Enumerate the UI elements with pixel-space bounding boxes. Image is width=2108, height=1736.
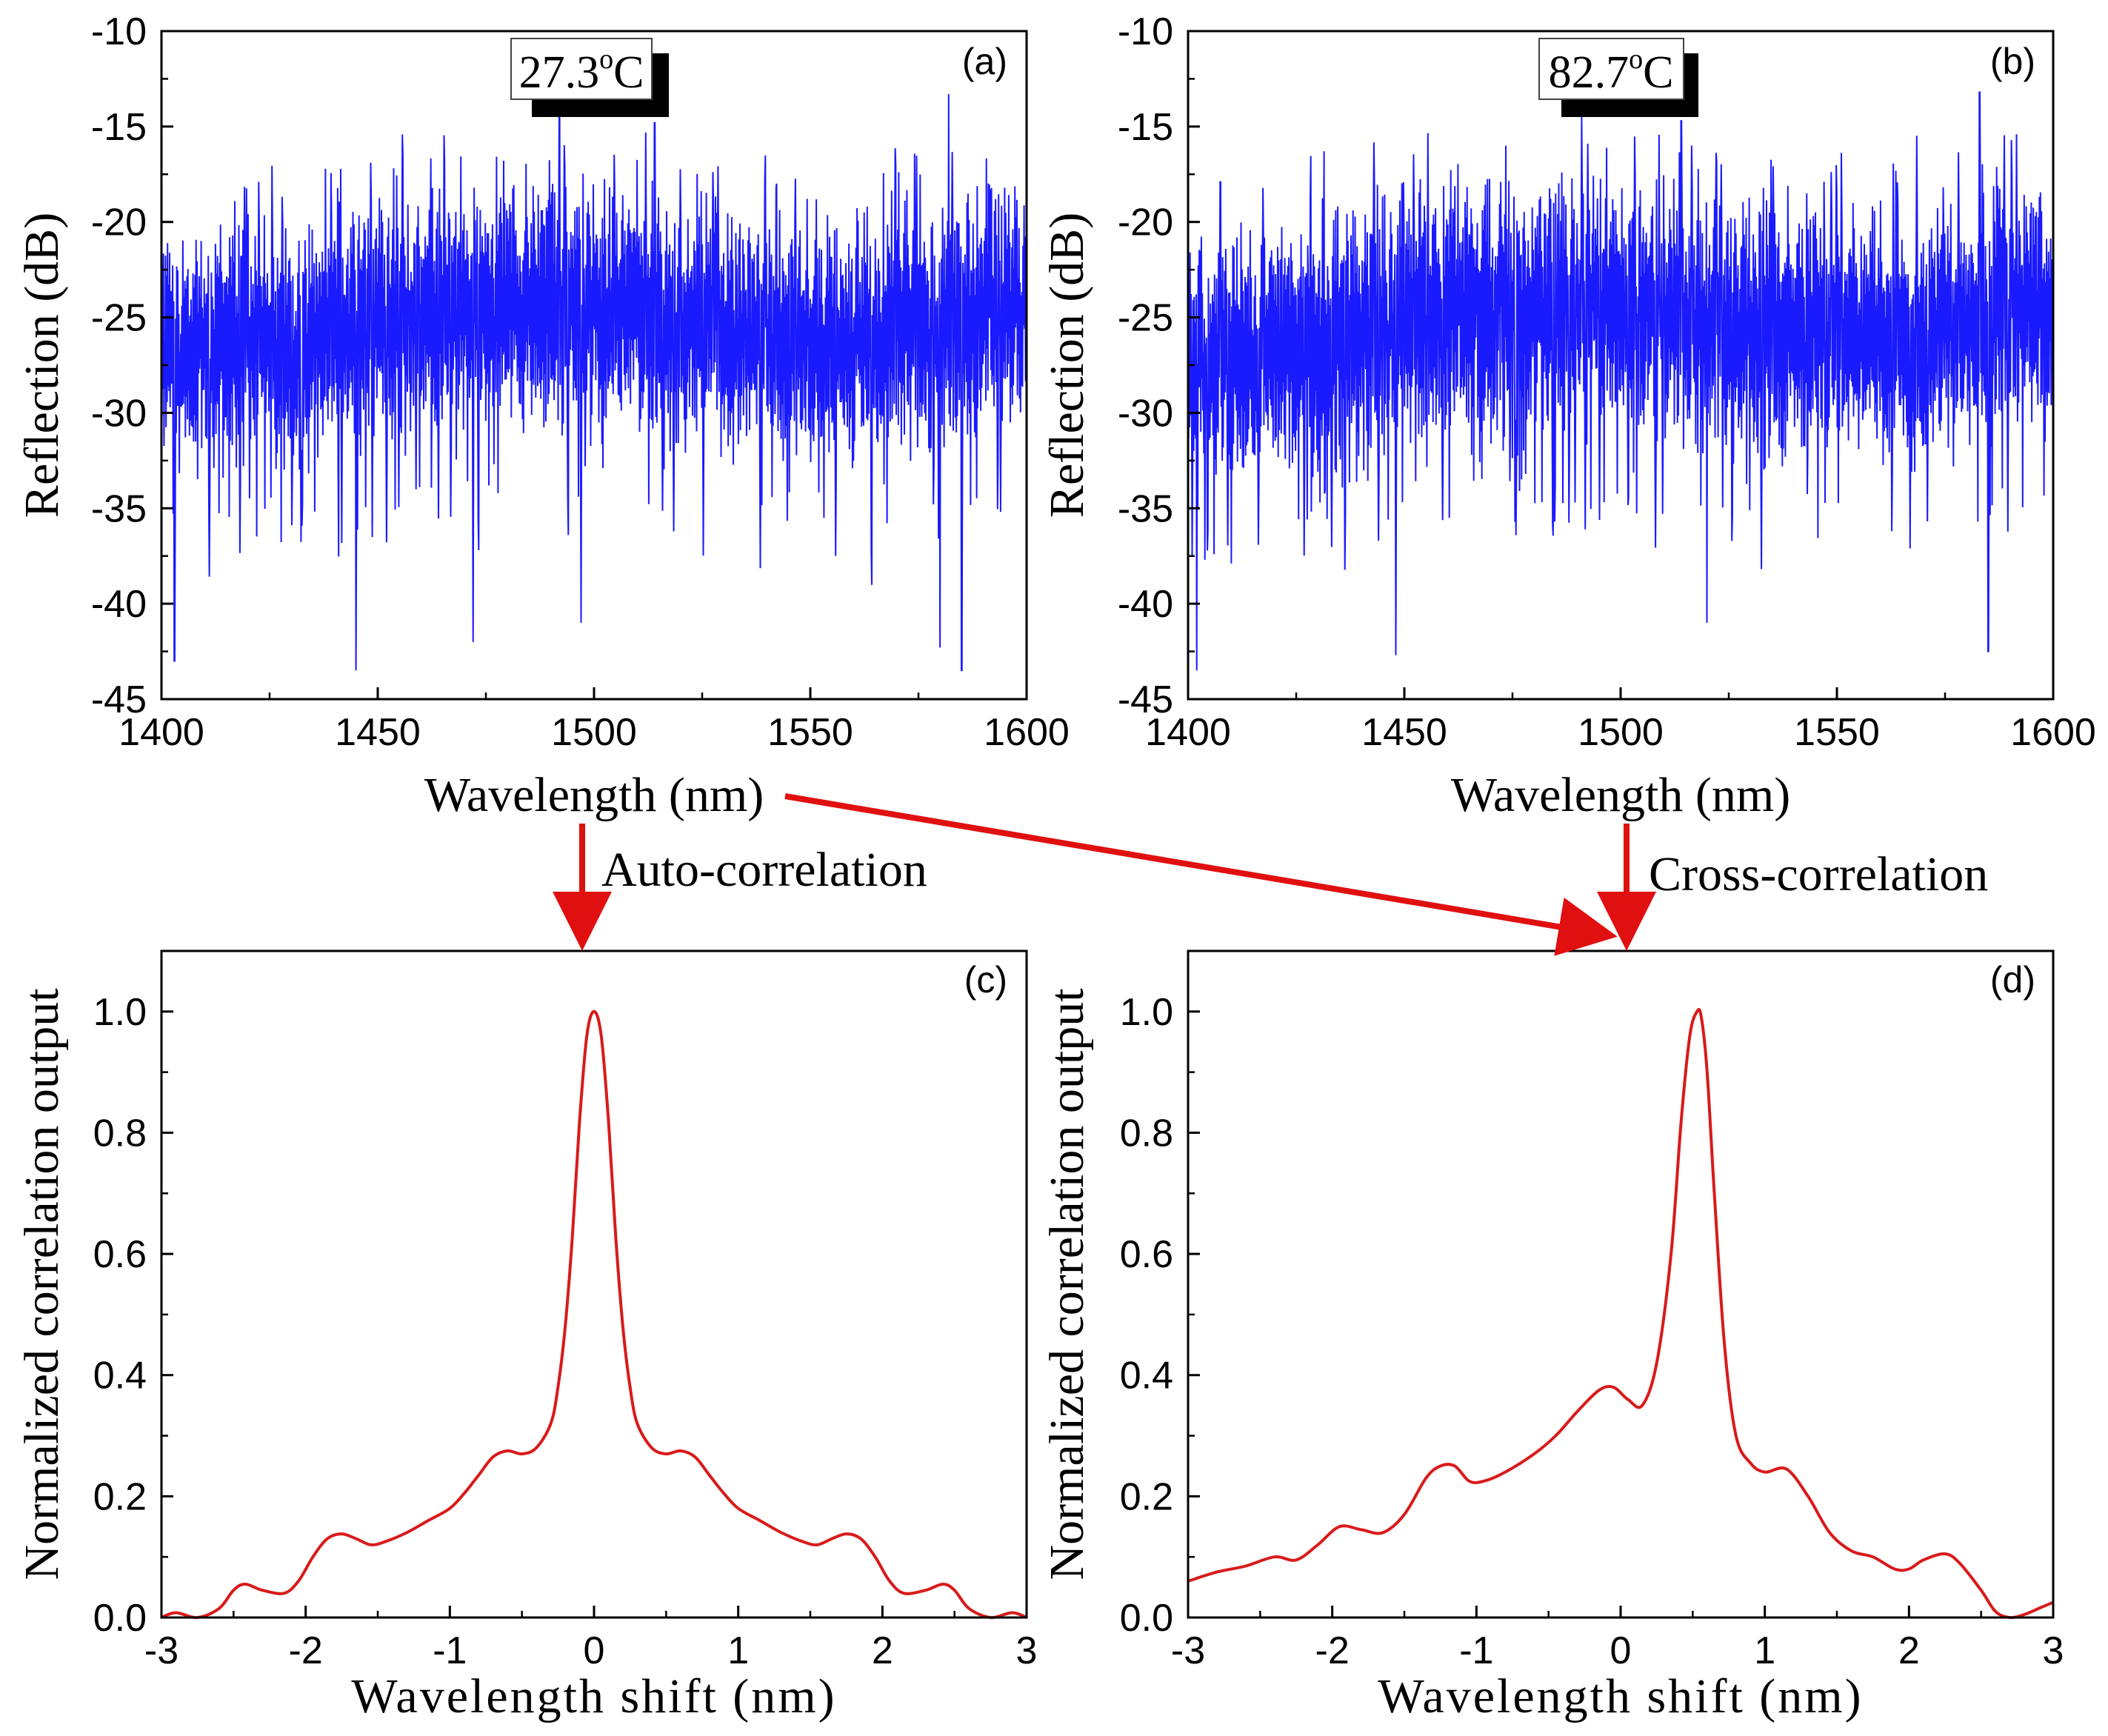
panel-c-xtick-label: 3: [1016, 1629, 1038, 1672]
panel-a-ticks: 1400 1450 1500 1550 1600 -10 -15 -20 -25 -30 -35 -4…: [91, 10, 1070, 754]
panel-b-xtick-label: 1600: [2010, 711, 2096, 754]
panel-d-ylabel: Normalized correlation output: [1040, 988, 1094, 1580]
panel-a-ytick-label: -30: [91, 392, 147, 435]
panel-a-spectrum-line: [161, 93, 1027, 672]
panel-a-ytick-label: -20: [91, 201, 147, 244]
panel-c-tag: (c): [964, 959, 1007, 1001]
panel-d-ytick-label: 0.4: [1120, 1355, 1173, 1398]
panel-d-xtick-label: -2: [1315, 1629, 1350, 1672]
panel-d-ytick-label: 1.0: [1120, 991, 1173, 1034]
panel-b-spectrum-line: [1187, 91, 2054, 671]
panel-a-xtick-label: 1450: [335, 711, 421, 754]
panel-a-ytick-label: -40: [91, 583, 147, 626]
panel-d-ytick-label: 0.6: [1120, 1233, 1173, 1276]
panel-a-ytick-label: -15: [91, 106, 147, 149]
panel-a-ytick-label: -35: [91, 487, 147, 530]
panel-a-tag: (a): [962, 41, 1007, 82]
panel-c-frame: [160, 949, 1028, 1619]
panel-c-xtick-label: -1: [433, 1629, 467, 1672]
panel-d-correlation-line: [1187, 1008, 2054, 1620]
panel-c-xtick-label: 0: [584, 1629, 605, 1672]
panel-a-temp-text: 27.3oC: [519, 44, 644, 98]
panel-d-series: [1187, 1008, 2054, 1620]
panel-d-tag: (d): [1990, 959, 2035, 1001]
panel-a-series: [161, 93, 1027, 672]
panel-d-xlabel: Wavelength shift (nm): [1378, 1669, 1863, 1723]
panel-b-xlabel: Wavelength (nm): [1451, 768, 1790, 822]
panel-c-xtick-label: -3: [144, 1629, 179, 1672]
panel-a-ytick-label: -25: [91, 297, 147, 340]
panel-b-ytick-label: -15: [1118, 106, 1173, 149]
panel-b-ticks: 1400 1450 1500 1550 1600 -10 -15 -20 -25 -30 -35 -4…: [1118, 10, 2096, 754]
panel-a-ylabel: Reflection (dB): [15, 213, 69, 518]
panel-b-ytick-label: -20: [1118, 201, 1173, 244]
panel-d-ytick-label: 0.2: [1120, 1475, 1173, 1518]
panel-d-xtick-label: 0: [1610, 1629, 1632, 1672]
panel-a-temperature-label: 27.3oC: [510, 38, 669, 117]
panel-d-xtick-label: 2: [1898, 1629, 1920, 1672]
panel-c-ytick-label: 1.0: [93, 991, 147, 1034]
panel-c-ylabel: Normalized correlation output: [15, 988, 69, 1580]
panel-a-xtick-label: 1400: [119, 711, 204, 754]
auto-correlation-label: Auto-correlation: [601, 843, 927, 897]
panel-a-xtick-label: 1500: [551, 711, 637, 754]
panel-b-tag: (b): [1990, 41, 2035, 82]
panel-a-ytick-label: -45: [91, 678, 147, 721]
panel-d-xtick-label: -3: [1171, 1629, 1205, 1672]
panel-b-temp-box: [1538, 38, 1684, 100]
panel-b-ytick-label: -40: [1118, 583, 1173, 626]
panel-b-ytick-label: -35: [1118, 487, 1173, 530]
panel-c-series: [161, 1009, 1027, 1620]
cross-correlation-label: Cross-correlation: [1649, 847, 1988, 901]
panel-c-xtick-label: -2: [289, 1629, 323, 1672]
panel-a-xlabel: Wavelength (nm): [424, 768, 764, 822]
panel-d-xtick-label: 3: [2043, 1629, 2064, 1672]
panel-d-ticks: -3 -2 -1 0 1 2 3 0.0 0.2 0.4 0.6 0.8 1.0: [1120, 991, 2064, 1672]
panel-a-xtick-label: 1550: [767, 711, 853, 754]
panel-b-frame: [1187, 30, 2055, 701]
panel-b-ytick-label: -10: [1118, 10, 1173, 53]
panel-d-xtick-label: -1: [1459, 1629, 1493, 1672]
panel-b-series: [1187, 91, 2054, 671]
panel-c-xtick-label: 1: [727, 1629, 749, 1672]
panel-c: -3 -2 -1 0 1 2 3 0.0 0.2 0.4 0.6 0.8 1.0 (c) Wavelen…: [15, 949, 1038, 1723]
panel-b-ytick-label: -45: [1118, 678, 1173, 721]
panel-b-ytick-label: -25: [1118, 297, 1173, 340]
panel-d-ytick-label: 0.8: [1120, 1112, 1173, 1155]
cross-correlation-arrow-diagonal: [784, 793, 1618, 956]
panel-d: -3 -2 -1 0 1 2 3 0.0 0.2 0.4 0.6 0.8 1.0 (d) Wavelen…: [1040, 949, 2064, 1723]
panel-b-xtick-label: 1400: [1145, 711, 1231, 754]
panel-c-ytick-label: 0.0: [93, 1597, 147, 1640]
correlation-arrows: Auto-correlation Cross-correlation: [553, 793, 1988, 956]
panel-a: 1400 1450 1500 1550 1600 -10 -15 -20 -25 -30 -35 -4…: [15, 10, 1070, 822]
panel-d-frame: [1187, 949, 2055, 1619]
panel-b-xtick-label: 1550: [1794, 711, 1880, 754]
panel-c-xlabel: Wavelength shift (nm): [351, 1669, 836, 1723]
panel-d-ytick-label: 0.0: [1120, 1597, 1173, 1640]
panel-c-ytick-label: 0.6: [93, 1233, 147, 1276]
panel-b: 1400 1450 1500 1550 1600 -10 -15 -20 -25 -30 -35 -4…: [1040, 10, 2096, 822]
panel-c-ytick-label: 0.2: [93, 1475, 147, 1518]
panel-b-temp-text: 82.7oC: [1549, 44, 1674, 98]
panel-c-ytick-label: 0.4: [93, 1355, 147, 1398]
panel-b-xtick-label: 1500: [1578, 711, 1664, 754]
panel-c-xtick-label: 2: [872, 1629, 893, 1672]
panel-a-ytick-label: -10: [91, 10, 147, 53]
panel-a-frame: [160, 30, 1028, 701]
panel-b-temperature-label: 82.7oC: [1538, 38, 1698, 117]
panel-c-correlation-line: [161, 1009, 1027, 1620]
panel-d-xtick-label: 1: [1754, 1629, 1775, 1672]
panel-b-xtick-label: 1450: [1361, 711, 1447, 754]
panel-c-ytick-label: 0.8: [93, 1112, 147, 1155]
panel-b-ytick-label: -30: [1118, 392, 1173, 435]
panel-b-ylabel: Reflection (dB): [1040, 213, 1094, 518]
panel-a-xtick-label: 1600: [984, 711, 1070, 754]
panel-a-temp-box: [510, 38, 653, 100]
